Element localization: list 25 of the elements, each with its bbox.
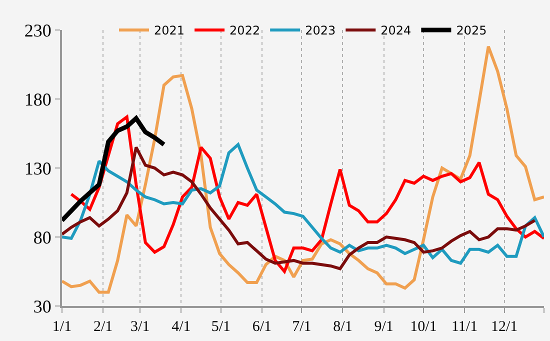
legend-label: 2024 (380, 24, 412, 38)
y-tick-label: 130 (24, 158, 52, 178)
legend-label: 2025 (456, 24, 487, 38)
line-series (70, 115, 544, 273)
y-tick-label: 30 (33, 296, 52, 316)
legend-label: 2023 (305, 24, 336, 38)
x-tick-label: 12/1 (490, 319, 518, 335)
x-tick-label: 5/1 (211, 319, 230, 335)
line-series (62, 116, 166, 223)
x-tick-label: 8/1 (333, 319, 352, 335)
x-tick-label: 4/1 (172, 319, 191, 335)
x-tick-label: 6/1 (252, 319, 272, 335)
line-series (62, 45, 544, 294)
x-tick-label: 1/1 (52, 319, 72, 335)
legend-label: 2021 (154, 24, 185, 38)
x-tick-label: 3/1 (130, 319, 150, 335)
y-tick-label: 180 (24, 89, 52, 110)
x-tick-label: 11/1 (451, 319, 478, 335)
x-tick-label: 2/1 (93, 319, 113, 335)
y-tick-label: 230 (24, 20, 52, 40)
x-tick-label: 7/1 (292, 319, 312, 335)
x-tick-label: 9/1 (374, 319, 394, 335)
y-tick-label: 80 (33, 227, 52, 248)
x-tick-label: 10/1 (410, 319, 437, 335)
legend-label: 2022 (230, 24, 260, 38)
